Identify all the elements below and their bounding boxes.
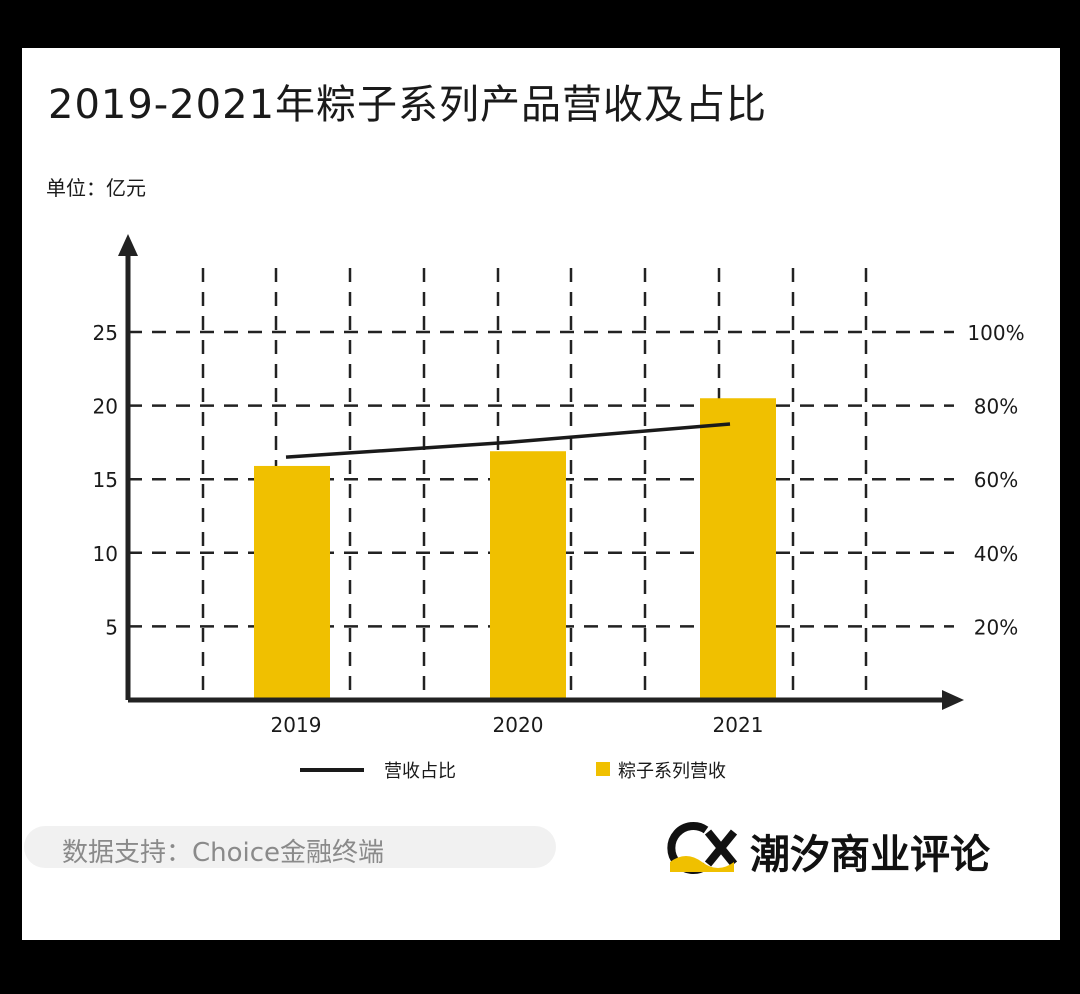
y-left-tick-2: 15 [93, 468, 118, 492]
source-text: 数据支持：Choice金融终端 [62, 838, 385, 868]
y-left-tick-1: 10 [93, 542, 118, 566]
y-left-tick-3: 20 [93, 395, 118, 419]
unit-label: 单位：亿元 [46, 176, 146, 200]
y-right-tick-3: 80% [974, 395, 1018, 419]
y-axis-arrow-icon [118, 234, 138, 256]
chart-title: 2019-2021年粽子系列产品营收及占比 [48, 82, 768, 128]
y-right-tick-2: 60% [974, 468, 1018, 492]
bar-2021 [700, 398, 776, 700]
legend-bar-swatch [596, 762, 610, 776]
x-tick-2020: 2020 [493, 713, 544, 737]
x-axis-arrow-icon [942, 690, 964, 710]
source-pill: 数据支持：Choice金融终端 [24, 826, 556, 868]
y-left-tick-4: 25 [93, 321, 118, 345]
brand-mark-icon [667, 822, 738, 874]
tick-labels: 5 10 15 20 25 20% 40% 60% 80% 100% 2019 2020 2021 [93, 321, 1025, 737]
chart-card: 2019-2021年粽子系列产品营收及占比 单位：亿元 5 10 15 20 25 20%… [22, 48, 1060, 940]
axes [118, 234, 964, 710]
bar-2019 [254, 465, 330, 700]
bar-series [254, 398, 776, 700]
legend-label-share: 营收占比 [384, 761, 456, 782]
y-right-tick-4: 100% [967, 321, 1024, 345]
legend-label-revenue: 粽子系列营收 [618, 761, 726, 782]
legend: 营收占比 粽子系列营收 [300, 761, 726, 782]
brand-name: 潮汐商业评论 [750, 832, 990, 878]
brand-logo: 潮汐商业评论 [662, 818, 1042, 878]
line-series [285, 422, 731, 459]
x-tick-2019: 2019 [271, 713, 322, 737]
bar-2020 [490, 451, 566, 700]
chart-svg: 5 10 15 20 25 20% 40% 60% 80% 100% 2019 2020 2021 营收… [93, 234, 1025, 782]
y-left-tick-0: 5 [105, 615, 118, 639]
x-tick-2021: 2021 [713, 713, 764, 737]
y-right-tick-0: 20% [974, 615, 1018, 639]
y-right-tick-1: 40% [974, 542, 1018, 566]
